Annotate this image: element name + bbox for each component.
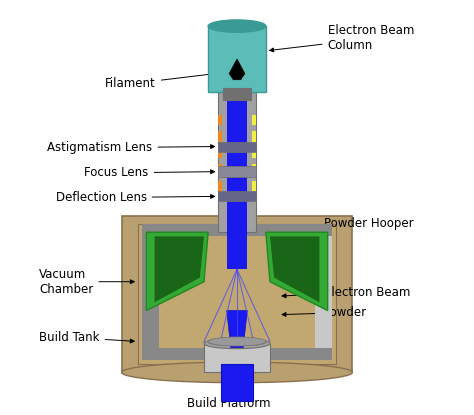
FancyBboxPatch shape [138,224,336,364]
FancyBboxPatch shape [315,228,332,360]
Text: Powder: Powder [282,306,367,319]
Polygon shape [229,59,245,80]
Text: Deflection Lens: Deflection Lens [55,191,215,204]
Text: Build Tank: Build Tank [39,331,134,344]
FancyBboxPatch shape [219,181,222,191]
FancyBboxPatch shape [223,88,251,100]
FancyBboxPatch shape [252,131,255,142]
FancyBboxPatch shape [219,92,255,232]
Text: Powder Hooper: Powder Hooper [311,217,413,233]
Ellipse shape [208,20,266,32]
Polygon shape [227,310,247,348]
Text: Vacuum
Chamber: Vacuum Chamber [39,268,134,296]
FancyBboxPatch shape [219,191,255,201]
FancyBboxPatch shape [219,131,222,142]
FancyBboxPatch shape [142,224,332,237]
FancyBboxPatch shape [219,164,222,175]
FancyBboxPatch shape [219,148,222,158]
Ellipse shape [121,362,353,383]
Ellipse shape [208,337,266,346]
FancyBboxPatch shape [142,228,159,360]
Text: Focus Lens: Focus Lens [84,166,215,179]
Ellipse shape [204,338,270,349]
Polygon shape [266,232,328,310]
FancyBboxPatch shape [219,115,222,125]
Text: Electron Beam: Electron Beam [282,286,410,298]
FancyBboxPatch shape [208,26,266,92]
FancyBboxPatch shape [121,216,353,372]
Polygon shape [146,232,208,310]
Text: Electron Beam
Column: Electron Beam Column [270,24,414,52]
FancyBboxPatch shape [227,43,247,269]
FancyBboxPatch shape [252,115,255,125]
FancyBboxPatch shape [142,348,332,360]
Polygon shape [270,237,319,302]
FancyBboxPatch shape [252,164,255,175]
FancyBboxPatch shape [219,142,255,152]
Polygon shape [227,232,247,269]
FancyBboxPatch shape [219,166,255,177]
Polygon shape [208,344,266,346]
Text: Astigmatism Lens: Astigmatism Lens [47,141,215,154]
FancyBboxPatch shape [204,344,270,372]
FancyBboxPatch shape [252,181,255,191]
FancyBboxPatch shape [220,364,254,401]
FancyBboxPatch shape [252,148,255,158]
Text: Filament: Filament [105,71,229,90]
Text: Build Platform: Build Platform [187,376,271,410]
Polygon shape [155,237,204,302]
